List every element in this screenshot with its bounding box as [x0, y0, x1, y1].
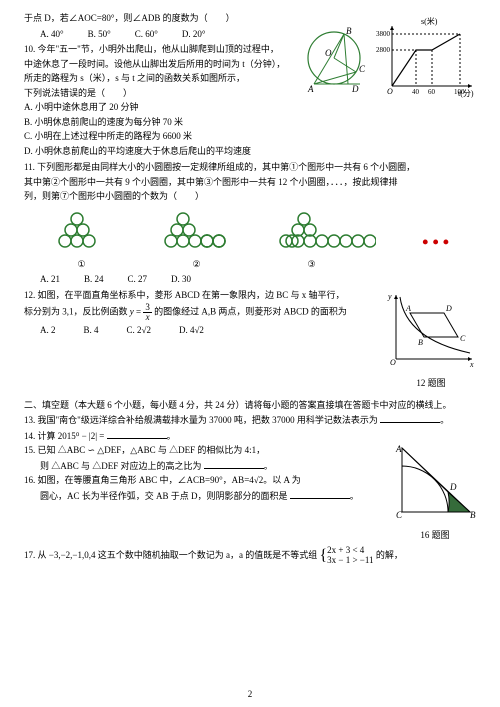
q12-l2: 标分别为 3,1，反比例函数 y = 3x 的图像经过 A,B 两点，则菱形对 …	[24, 303, 380, 322]
q11-l3: 列，则第⑦个图形中小圆圈的个数为（ ）	[24, 190, 476, 204]
q11-labels: ① ② ③	[24, 258, 476, 272]
svg-text:A: A	[395, 444, 402, 454]
pattern-3	[276, 210, 376, 256]
svg-text:3800: 3800	[376, 30, 391, 38]
svg-text:y: y	[387, 292, 392, 301]
q15-l1: 15. 已知 △ABC ∽ △DEF，△ABC 与 △DEF 的相似比为 4:1…	[24, 444, 388, 458]
svg-text:C: C	[359, 64, 366, 74]
svg-text:t(分): t(分)	[458, 89, 474, 98]
q16-figure: A B C D	[394, 444, 476, 522]
q11-options: A. 21B. 24 C. 27D. 30	[40, 273, 476, 287]
svg-text:D: D	[449, 482, 457, 492]
q17: 17. 从 −3,−2,−1,0,4 这五个数中随机抽取一个数记为 a，a 的值…	[24, 544, 476, 568]
q9-opt-b: B. 50°	[88, 28, 111, 42]
q10-l2: 中途休息了一段时间。设他从山脚出发后所用的时间为 t（分钟），	[24, 58, 290, 72]
svg-text:A: A	[307, 84, 314, 94]
pattern-1	[47, 210, 107, 256]
q16-l2: 圆心，AC 长为半径作弧，交 AB 于点 D，则阴影部分的面积是 。	[40, 489, 388, 504]
svg-text:D: D	[351, 84, 359, 94]
q9-opt-a: A. 40°	[40, 28, 64, 42]
q13: 13. 我国"南仓"级远洋综合补给舰满载排水量为 37000 吨，把数 3700…	[24, 413, 476, 428]
svg-text:B: B	[346, 26, 352, 36]
q9-stem: 于点 D，若∠AOC=80°，则∠ADB 的度数为（ ）	[24, 12, 290, 26]
q16-l1: 16. 如图，在等腰直角三角形 ABC 中，∠ACB=90°，AB=4√2。以 …	[24, 474, 388, 488]
q11-l1: 11. 下列图形都是由同样大小的小圆圈按一定规律所组成的，其中第①个图形中一共有…	[24, 161, 476, 175]
q9-opt-d: D. 20°	[182, 28, 206, 42]
q10-a: A. 小明中途休息用了 20 分钟	[24, 101, 290, 115]
q10-l4: 下列说法错误的是（ ）	[24, 87, 290, 101]
q10-d: D. 小明休息前爬山的平均速度大于休息后爬山的平均速度	[24, 145, 290, 159]
svg-text:O: O	[387, 87, 393, 96]
q16-caption: 16 题图	[394, 529, 476, 543]
svg-text:B: B	[470, 510, 476, 520]
q9-options: A. 40° B. 50° C. 60° D. 20°	[40, 28, 290, 42]
q12-l1: 12. 如图，在平面直角坐标系中，菱形 ABCD 在第一象限内，边 BC 与 x…	[24, 289, 380, 303]
q9-circle-figure: B O C A D	[296, 26, 374, 98]
svg-text:60: 60	[428, 88, 436, 96]
q14: 14. 计算 2015⁰ − |2| = 。	[24, 429, 476, 444]
q12-figure: A D B C O x y	[386, 289, 476, 371]
svg-text:C: C	[460, 334, 466, 343]
svg-text:O: O	[390, 358, 396, 367]
pattern-2	[153, 210, 231, 256]
q15-l2: 则 △ABC 与 △DEF 对应边上的高之比为 。	[40, 459, 388, 474]
q11-l2: 其中第②个图形中一共有 9 个小圆圈，其中第③个图形中一共有 12 个小圆圈，．…	[24, 176, 476, 190]
page-number: 2	[0, 688, 500, 702]
svg-text:s(米): s(米)	[421, 16, 438, 26]
q10-c: C. 小明在上述过程中所走的路程为 6600 米	[24, 130, 290, 144]
q9-opt-c: C. 60°	[135, 28, 158, 42]
q10-graph: s(米) 3800 2800 40 60 100 O t(分)	[376, 16, 476, 98]
ellipsis-icon: •••	[422, 229, 453, 256]
section-2-heading: 二、填空题（本大题 6 个小题，每小题 4 分，共 24 分）请将每小题的答案直…	[24, 399, 476, 413]
q11-patterns: •••	[24, 210, 476, 256]
q10-b: B. 小明休息前爬山的速度为每分钟 70 米	[24, 116, 290, 130]
q10-l1: 10. 今年"五一"节，小明外出爬山，他从山脚爬到山顶的过程中，	[24, 43, 290, 57]
q12-caption: 12 题图	[386, 377, 476, 391]
q10-l3: 所走的路程为 s（米），s 与 t 之间的函数关系如图所示，	[24, 72, 290, 86]
q12-options: A. 2B. 4 C. 2√2D. 4√2	[40, 324, 380, 338]
svg-text:D: D	[445, 304, 452, 313]
svg-text:C: C	[396, 510, 403, 520]
svg-text:A: A	[405, 304, 411, 313]
svg-text:x: x	[469, 360, 474, 369]
svg-text:O: O	[325, 48, 332, 58]
svg-text:40: 40	[412, 88, 420, 96]
svg-text:2800: 2800	[376, 46, 391, 54]
svg-text:B: B	[418, 338, 423, 347]
